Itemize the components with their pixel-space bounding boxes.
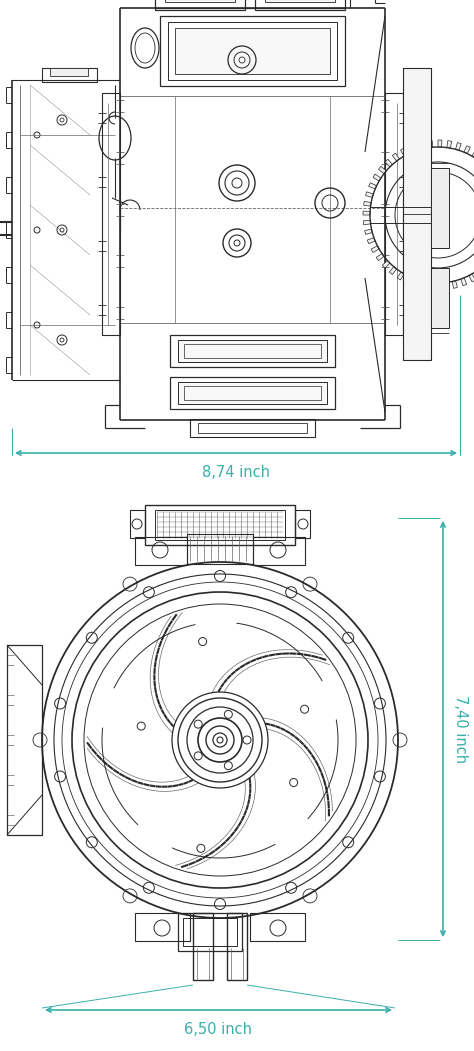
Bar — [50, 68, 88, 76]
Bar — [178, 382, 327, 404]
Polygon shape — [406, 276, 412, 284]
Polygon shape — [385, 160, 392, 167]
Bar — [190, 419, 315, 437]
Bar — [193, 913, 213, 980]
Bar — [431, 268, 449, 328]
Bar — [42, 68, 97, 82]
Polygon shape — [424, 282, 429, 289]
Bar — [431, 168, 449, 248]
Polygon shape — [419, 142, 424, 149]
Bar — [170, 335, 335, 367]
Bar — [184, 386, 321, 400]
Bar — [178, 913, 242, 951]
Bar — [227, 913, 247, 980]
Bar — [145, 504, 295, 545]
Bar — [403, 68, 431, 360]
Bar — [250, 913, 305, 941]
Bar — [135, 913, 190, 941]
Polygon shape — [409, 144, 415, 152]
Bar — [184, 344, 321, 358]
Bar — [385, 92, 403, 335]
Polygon shape — [376, 253, 384, 261]
Polygon shape — [371, 246, 379, 252]
Polygon shape — [401, 148, 407, 157]
Polygon shape — [428, 140, 433, 147]
Polygon shape — [461, 277, 467, 286]
Bar — [7, 645, 42, 834]
Bar — [165, 0, 235, 2]
Polygon shape — [469, 274, 474, 282]
Polygon shape — [379, 166, 386, 173]
Bar — [155, 510, 285, 540]
Polygon shape — [456, 143, 461, 150]
Polygon shape — [363, 221, 371, 225]
Polygon shape — [464, 146, 470, 153]
Polygon shape — [365, 192, 374, 198]
Bar — [130, 510, 145, 538]
Text: 8,74 inch: 8,74 inch — [202, 465, 270, 480]
Polygon shape — [373, 174, 381, 181]
Bar — [168, 22, 337, 80]
Polygon shape — [367, 238, 375, 244]
Bar — [135, 537, 187, 565]
Polygon shape — [382, 261, 390, 268]
Polygon shape — [365, 229, 372, 234]
Polygon shape — [397, 272, 404, 280]
Bar — [295, 510, 310, 538]
Bar — [265, 0, 335, 2]
Bar — [102, 92, 120, 335]
Bar — [183, 918, 237, 946]
Polygon shape — [438, 140, 442, 147]
Bar — [198, 423, 307, 433]
Polygon shape — [452, 281, 457, 288]
Text: 7,40 inch: 7,40 inch — [453, 695, 468, 763]
Polygon shape — [447, 141, 452, 148]
Polygon shape — [392, 153, 400, 161]
Bar — [255, 0, 345, 11]
Bar — [403, 68, 431, 214]
Polygon shape — [364, 202, 371, 206]
Bar — [155, 0, 245, 11]
Polygon shape — [415, 280, 420, 287]
Polygon shape — [389, 267, 397, 274]
Bar — [253, 537, 305, 565]
Polygon shape — [369, 183, 377, 189]
Bar — [187, 534, 253, 564]
Polygon shape — [443, 283, 448, 290]
Polygon shape — [434, 283, 438, 290]
Bar — [175, 28, 330, 74]
Text: 6,50 inch: 6,50 inch — [184, 1022, 253, 1037]
Polygon shape — [363, 211, 370, 215]
Bar — [178, 341, 327, 362]
Bar — [170, 377, 335, 409]
Polygon shape — [472, 150, 474, 158]
Bar — [160, 16, 345, 86]
